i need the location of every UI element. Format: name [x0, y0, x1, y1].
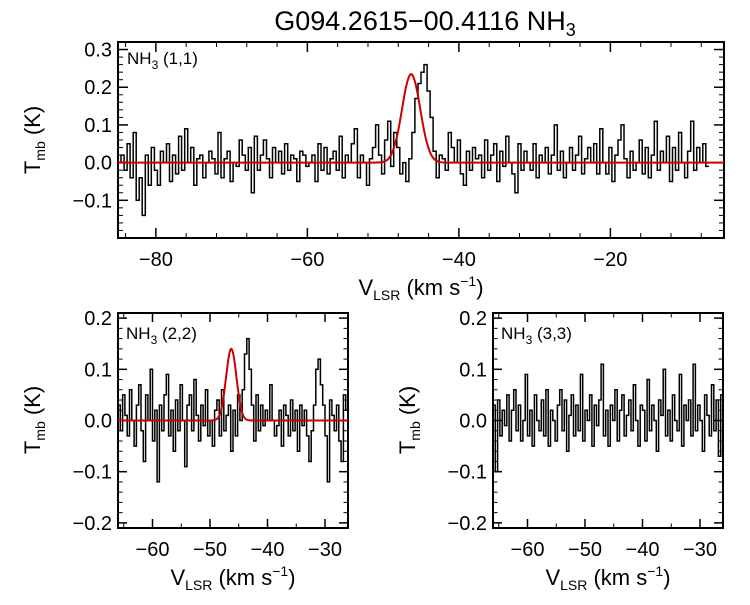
- panel-nh3-22-xlabel-end: ): [288, 565, 295, 590]
- panel-nh3-11-xlabel-end: ): [476, 275, 483, 300]
- panel-nh3-11-ylabel-sub: mb: [32, 141, 48, 161]
- panel-nh3-33-xlabel-unit: (km s: [587, 565, 647, 590]
- panel-nh3-11-xtick-label: −40: [442, 249, 476, 271]
- panel-nh3-11-tick-labels: −80 −60 −40 −20 −0.1 0.0 0.1 0.2 0.3: [73, 40, 628, 271]
- panel-nh3-11-ylabel: Tmb (K): [20, 106, 48, 174]
- panel-nh3-33-ytick-label: −0.1: [448, 462, 487, 484]
- figure-title-main: G094.2615−00.4116 NH: [274, 6, 565, 36]
- panel-nh3-33-xtick-label: −50: [568, 539, 602, 561]
- panel-nh3-33: −60 −50 −40 −30−0.2−0.10.00.10.2 NH3 (3,3) …: [395, 308, 724, 593]
- panel-nh3-11-label-sub: 3: [152, 58, 159, 72]
- panel-nh3-33-spectrum-line: [493, 363, 723, 473]
- panel-nh3-33-xlabel-sub: LSR: [560, 577, 587, 593]
- panel-nh3-22-xtick-label: −50: [193, 539, 227, 561]
- panel-nh3-22-label-suffix: (2,2): [157, 324, 197, 343]
- figure-title: G094.2615−00.4116 NH3: [274, 6, 576, 40]
- panel-nh3-11-ytick-label: 0.1: [84, 115, 112, 137]
- panel-nh3-22: −60 −50 −40 −30−0.2−0.10.00.10.2 NH3 (2,2) …: [20, 308, 349, 593]
- panel-nh3-11-xlabel: VLSR (km s−1): [358, 273, 483, 303]
- panel-nh3-33-ytick-label: −0.2: [448, 513, 487, 535]
- panel-nh3-22-xtick-label: −60: [136, 539, 170, 561]
- panel-nh3-11-xtick-label: −80: [139, 249, 173, 271]
- panel-nh3-11-xlabel-sup: −1: [460, 273, 476, 289]
- panel-nh3-22-xlabel-unit: (km s: [212, 565, 272, 590]
- panel-nh3-11-label: NH3 (1,1): [127, 49, 198, 72]
- panel-nh3-33-xtick-label: −60: [511, 539, 545, 561]
- panel-nh3-33-xlabel-sup: −1: [647, 563, 663, 579]
- figure-title-sub: 3: [566, 20, 576, 40]
- panel-nh3-11-label-suffix: (1,1): [158, 49, 198, 68]
- panel-nh3-22-ylabel-unit: (K): [20, 386, 45, 421]
- panel-nh3-11: −80 −60 −40 −20 −0.1 0.0 0.1 0.2 0.3 NH3 (1,1) V…: [20, 40, 725, 303]
- panel-nh3-11-xlabel-sub: LSR: [373, 287, 400, 303]
- panel-nh3-33-label: NH3 (3,3): [501, 324, 572, 347]
- panel-nh3-11-xlabel-unit: (km s: [400, 275, 460, 300]
- panel-nh3-22-ylabel-main: T: [20, 441, 45, 454]
- panel-nh3-11-ytick-label: 0.3: [84, 40, 112, 62]
- panel-nh3-11-spectrum-line: [118, 63, 709, 217]
- panel-nh3-11-label-main: NH: [127, 49, 152, 68]
- panel-nh3-11-ytick-label: −0.1: [73, 190, 112, 212]
- panel-nh3-11-ytick-label: 0.2: [84, 77, 112, 99]
- panel-nh3-22-xlabel: VLSR (km s−1): [170, 563, 295, 593]
- panel-nh3-22-spectrum-line: [118, 337, 348, 483]
- panel-nh3-22-tick-labels: −60 −50 −40 −30 −0.2 −0.1 0.0 0.1 0.2: [73, 308, 342, 561]
- panel-nh3-22-ylabel-sub: mb: [32, 421, 48, 441]
- panel-nh3-22-ylabel: Tmb (K): [20, 386, 48, 454]
- panel-nh3-11-ylabel-main: T: [20, 161, 45, 174]
- panel-nh3-33-label-main: NH: [501, 324, 526, 343]
- panel-nh3-33-xlabel: VLSR (km s−1): [545, 563, 670, 593]
- panel-nh3-11-fit-line: [118, 73, 724, 164]
- panel-nh3-22-label: NH3 (2,2): [126, 324, 197, 347]
- panel-nh3-22-label-sub: 3: [151, 333, 158, 347]
- panel-nh3-22-xlabel-main: V: [170, 565, 185, 590]
- panel-nh3-22-ytick-label: 0.2: [84, 308, 112, 330]
- panel-nh3-11-xtick-label: −60: [290, 249, 324, 271]
- panel-nh3-22-xlabel-sub: LSR: [185, 577, 212, 593]
- panel-nh3-22-xtick-label: −40: [251, 539, 285, 561]
- panel-nh3-11-ytick-label: 0.0: [84, 153, 112, 175]
- panel-nh3-33-tick-labels: −60 −50 −40 −30 −0.2 −0.1 0.0 0.1 0.2: [448, 308, 717, 561]
- panel-nh3-33-xtick-label: −30: [683, 539, 717, 561]
- panel-nh3-22-label-main: NH: [126, 324, 151, 343]
- panel-nh3-33-ylabel-main: T: [395, 441, 420, 454]
- panel-nh3-33-ytick-label: 0.2: [459, 308, 487, 330]
- panel-nh3-22-xlabel-sup: −1: [272, 563, 288, 579]
- panel-nh3-33-ytick-label: 0.1: [459, 359, 487, 381]
- panel-nh3-33-ylabel: Tmb (K): [395, 386, 423, 454]
- panel-nh3-33-xlabel-end: ): [663, 565, 670, 590]
- panel-nh3-33-label-sub: 3: [526, 333, 533, 347]
- panel-nh3-11-ylabel-unit: (K): [20, 106, 45, 141]
- panel-nh3-33-xtick-label: −40: [626, 539, 660, 561]
- panel-nh3-22-ytick-label: 0.0: [84, 411, 112, 433]
- panel-nh3-33-xlabel-main: V: [545, 565, 560, 590]
- panel-nh3-11-ticks: [118, 41, 724, 239]
- panel-nh3-33-ytick-label: 0.0: [459, 411, 487, 433]
- panel-nh3-22-ytick-label: −0.2: [73, 513, 112, 535]
- panel-nh3-11-xlabel-main: V: [358, 275, 373, 300]
- panel-nh3-22-ytick-label: −0.1: [73, 462, 112, 484]
- panel-nh3-22-xtick-label: −30: [308, 539, 342, 561]
- panel-nh3-33-label-suffix: (3,3): [532, 324, 572, 343]
- panel-nh3-11-xtick-label: −20: [593, 249, 627, 271]
- panel-nh3-33-ylabel-unit: (K): [395, 386, 420, 421]
- panel-nh3-22-ytick-label: 0.1: [84, 359, 112, 381]
- panel-nh3-33-ylabel-sub: mb: [407, 421, 423, 441]
- panel-nh3-22-fit-line: [118, 347, 348, 422]
- panel-nh3-11-frame: [117, 41, 725, 239]
